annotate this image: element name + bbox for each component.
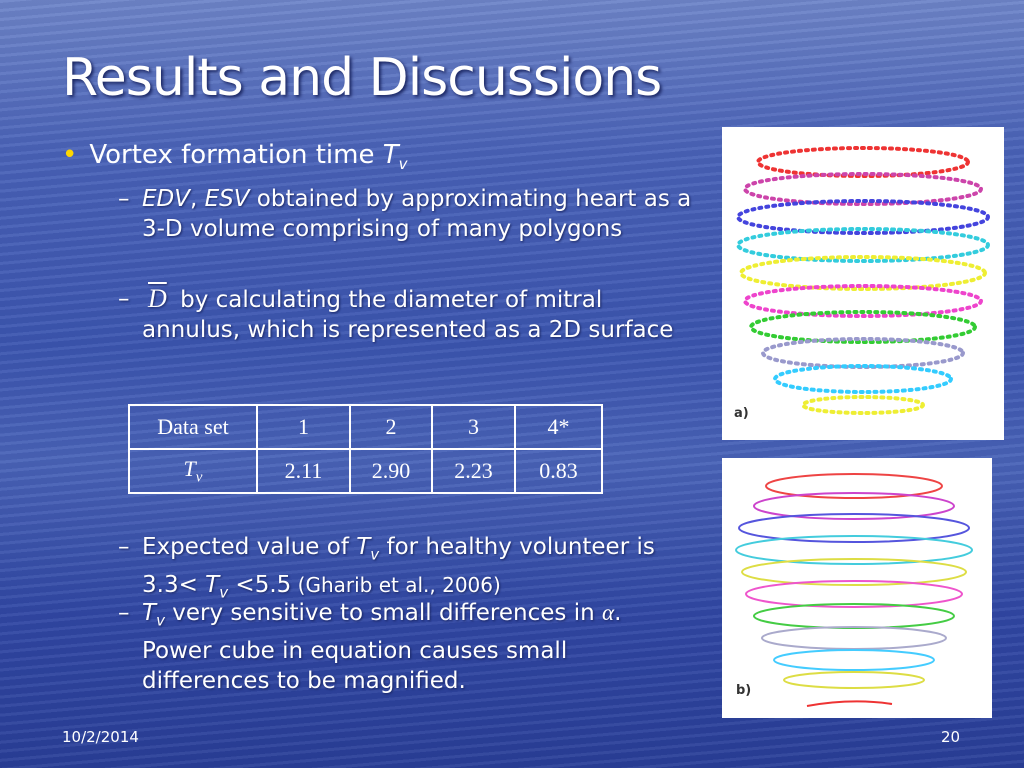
contour (745, 580, 963, 608)
sub-bullet-body: D by calculating the diameter of mitral … (142, 284, 698, 345)
figure-a-image: a) (734, 146, 990, 421)
ring (743, 172, 983, 206)
ring (773, 364, 953, 394)
bullet: • Vortex formation time Tv (62, 140, 408, 173)
figure-a: a) (722, 127, 1004, 440)
cell: 2.90 (349, 448, 433, 494)
bullet-text: Vortex formation time (89, 140, 383, 170)
contour (735, 535, 973, 565)
footer-date: 10/2/2014 (62, 728, 139, 746)
ring (743, 284, 983, 318)
dash: – (118, 286, 130, 312)
results-table: Data set 1 2 3 4* Tv 2.11 2.90 2.23 0.83 (128, 404, 603, 494)
sub-bullet: – Expected value of Tv for healthy volunt… (118, 532, 698, 607)
contours (735, 473, 973, 707)
text: for healthy volunteer is 3.3< (142, 534, 655, 598)
subscript: v (156, 612, 165, 630)
data-row: Tv 2.11 2.90 2.23 0.83 (128, 448, 603, 494)
emphasis: EDV (142, 186, 190, 212)
symbol: T (205, 571, 220, 598)
text: Expected value of (142, 534, 357, 560)
header-row: Data set 1 2 3 4* (128, 404, 603, 450)
contour (773, 649, 935, 671)
symbol: T (382, 140, 399, 170)
ring (749, 310, 977, 344)
page-number: 20 (941, 728, 961, 746)
contour (806, 700, 893, 707)
subscript: v (196, 469, 203, 485)
text: very sensitive to small differences in (164, 600, 602, 626)
ring (739, 255, 987, 291)
symbol: D (148, 284, 167, 313)
header-cell: 3 (431, 404, 516, 450)
subscript-text: v (156, 611, 165, 630)
dash: – (118, 600, 130, 626)
contour (765, 473, 943, 499)
cell: 2.11 (256, 448, 351, 494)
text: , (189, 186, 205, 212)
subscript: v (399, 155, 408, 173)
contour (738, 513, 970, 543)
bullet-dot: • (62, 140, 78, 170)
cell: 0.83 (514, 448, 603, 494)
sub-bullet-body: Tv very sensitive to small differences i… (142, 598, 698, 696)
text: <5.5 (228, 571, 292, 598)
dot-rings (736, 146, 990, 415)
subscript-text: v (370, 545, 380, 564)
text: . Power cube in equation causes small di… (142, 600, 622, 694)
contour (753, 492, 955, 520)
ring (801, 395, 925, 415)
row-label: Tv (128, 448, 258, 494)
header-cell: 2 (349, 404, 433, 450)
figure-b-image: b) (735, 473, 973, 707)
contour (783, 671, 925, 689)
sub-bullet: – D by calculating the diameter of mitral… (118, 284, 698, 345)
subscript: v (219, 583, 228, 601)
symbol: α (601, 600, 615, 625)
cell: 2.23 (431, 448, 516, 494)
dash: – (118, 534, 130, 560)
header-cell: 4* (514, 404, 603, 450)
contour (741, 558, 967, 586)
emphasis: ESV (204, 186, 250, 212)
header-cell: Data set (128, 404, 258, 450)
header-cell: 1 (256, 404, 351, 450)
ring (756, 146, 970, 178)
subscript-text: v (398, 155, 408, 174)
symbol: T (183, 455, 196, 481)
ring (736, 199, 990, 235)
sub-bullet: – Tv very sensitive to small differences … (118, 598, 698, 696)
sub-bullet: – EDV, ESV obtained by approximating hear… (118, 184, 698, 244)
subscript-text: v (219, 583, 229, 602)
sub-bullet-body: Expected value of Tv for healthy volunte… (142, 532, 698, 607)
citation: (Gharib et al., 2006) (291, 572, 501, 597)
figure-b: b) (722, 458, 992, 718)
ring (736, 227, 990, 263)
text: obtained by approximating heart as a 3-D… (142, 186, 692, 242)
subscript-text: v (195, 469, 203, 486)
figure-label: a) (734, 406, 749, 421)
figure-label: b) (736, 683, 751, 698)
slide-title: Results and Discussions (62, 48, 662, 108)
symbol: T (356, 534, 371, 560)
subscript: v (370, 546, 379, 564)
text: by calculating the diameter of mitral an… (142, 287, 674, 343)
dash: – (118, 186, 130, 212)
sub-bullet-body: EDV, ESV obtained by approximating heart… (142, 184, 698, 244)
symbol: T (142, 600, 157, 626)
contour (761, 626, 947, 650)
ring (761, 337, 965, 369)
